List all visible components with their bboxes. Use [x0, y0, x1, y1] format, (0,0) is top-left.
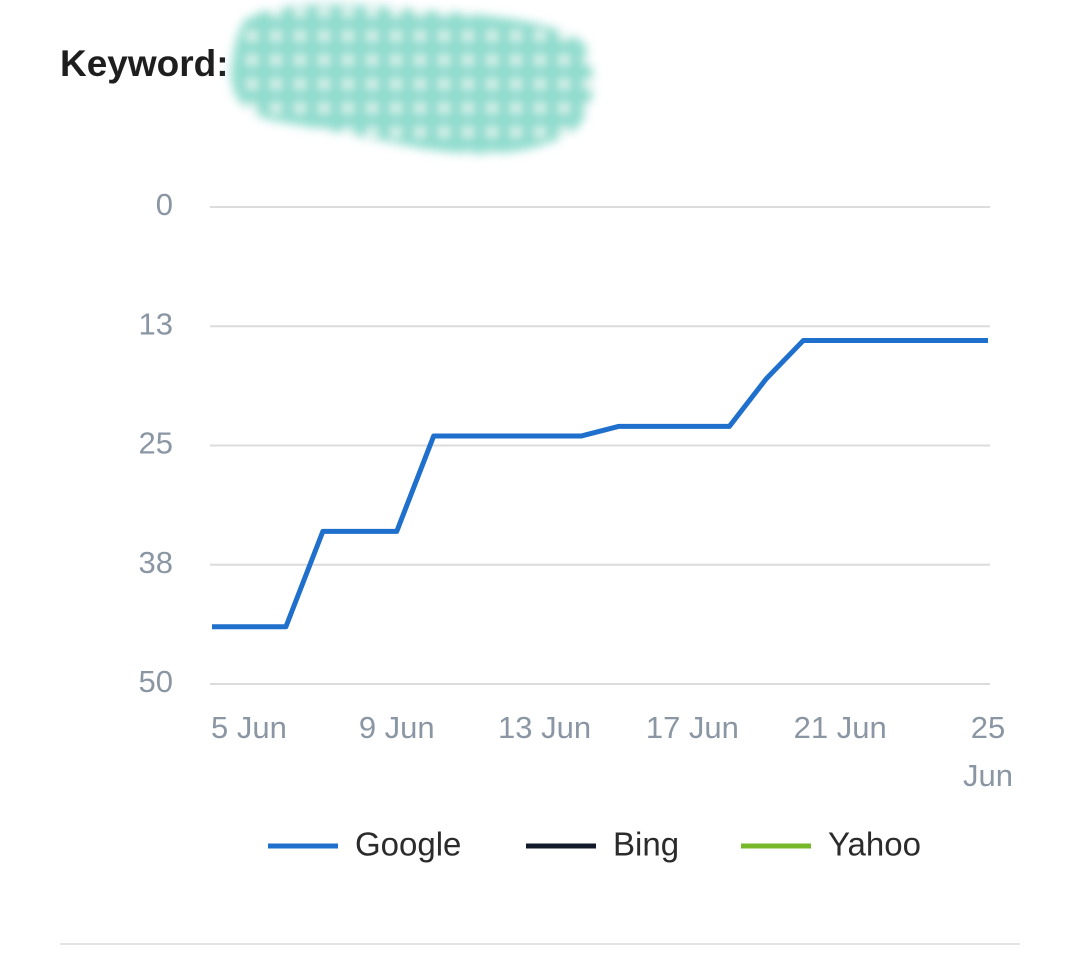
y-tick-label: 13: [139, 306, 173, 341]
title: Keyword:: [60, 43, 229, 84]
y-tick-label: 0: [156, 187, 173, 222]
x-tick-label: 13 Jun: [498, 710, 592, 745]
x-tick-label: 5 Jun: [211, 710, 287, 745]
legend-label: Yahoo: [828, 826, 921, 863]
redaction: [231, 4, 594, 154]
legend-label: Bing: [613, 826, 679, 863]
x-tick-label: 17 Jun: [645, 710, 739, 745]
x-tick-label: 9 Jun: [358, 710, 435, 745]
x-tick-label: 25 Jun: [963, 710, 1013, 793]
y-tick-label: 38: [139, 545, 173, 580]
y-tick-label: 25: [139, 426, 173, 461]
series-line: [212, 338, 988, 630]
x-tick-label: 21 Jun: [793, 710, 887, 745]
legend-label: Google: [355, 826, 461, 863]
y-tick-label: 50: [139, 664, 173, 699]
